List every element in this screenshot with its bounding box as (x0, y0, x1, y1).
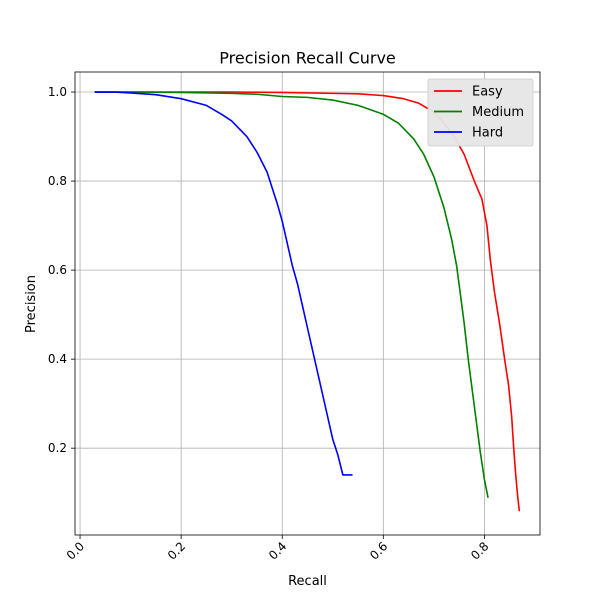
legend-box (427, 78, 534, 147)
x-axis-label: Recall (288, 574, 327, 589)
y-tick-label: 0.2 (48, 441, 67, 455)
y-tick-label: 1.0 (48, 85, 67, 99)
plot-area: 0.0 0.2 0.4 0.6 0.8 0.2 0.4 0.6 0.8 1.0 (48, 71, 541, 563)
y-tick-label: 0.8 (48, 174, 67, 188)
x-tick-label: 0.8 (468, 539, 491, 562)
x-tick-label: 0.6 (367, 539, 390, 562)
x-tick-label: 0.4 (266, 539, 289, 562)
chart-title: Precision Recall Curve (219, 49, 396, 68)
y-tick-label: 0.6 (48, 263, 67, 277)
y-tick-label: 0.4 (48, 352, 67, 366)
legend-label-medium: Medium (472, 105, 524, 120)
series-line-medium (94, 91, 489, 498)
series-line-hard (94, 91, 353, 476)
legend: Easy Medium Hard (427, 78, 534, 147)
y-axis-label: Precision (24, 275, 39, 333)
series-lines (94, 91, 521, 512)
legend-label-hard: Hard (472, 126, 503, 141)
x-tick-label: 0.2 (165, 539, 188, 562)
axis-ticks: 0.0 0.2 0.4 0.6 0.8 0.2 0.4 0.6 0.8 1.0 (48, 85, 492, 563)
series-line-easy (94, 91, 521, 512)
legend-label-easy: Easy (472, 85, 503, 100)
x-tick-label: 0.0 (64, 539, 87, 562)
plot-frame (74, 71, 541, 536)
